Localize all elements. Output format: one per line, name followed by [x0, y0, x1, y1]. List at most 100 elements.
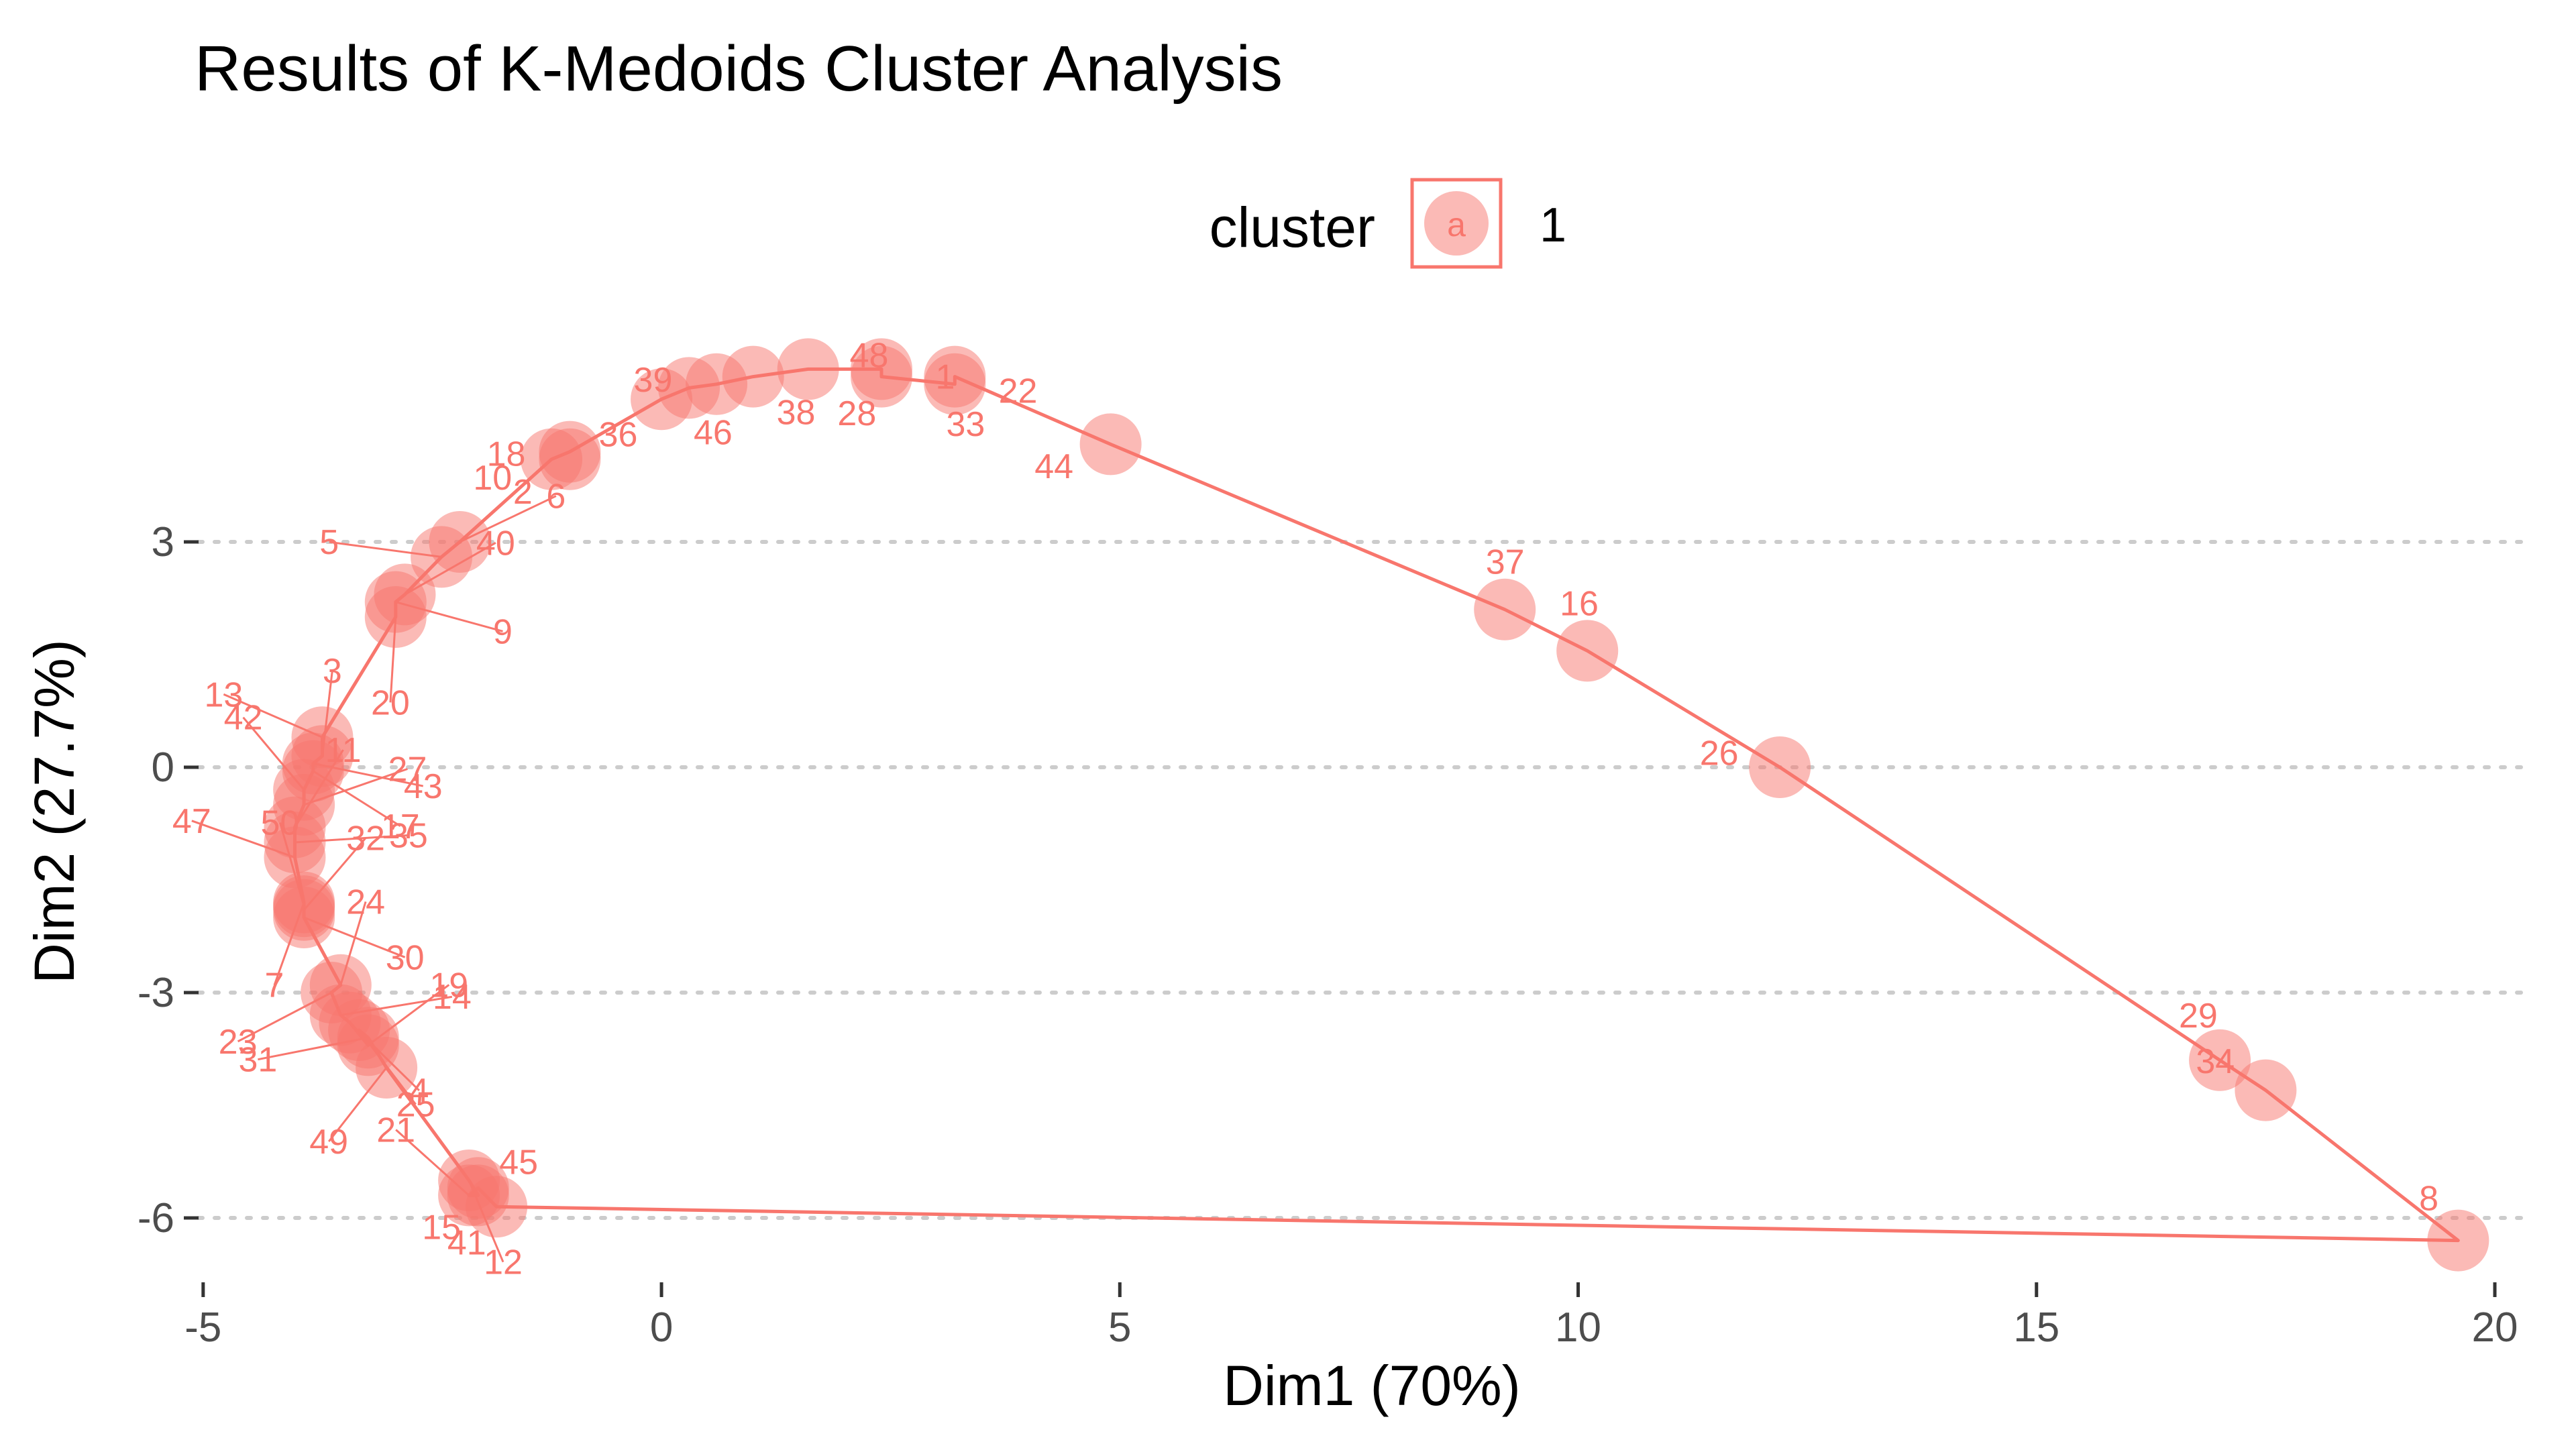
- point-label: 39: [634, 361, 673, 400]
- point-label: 28: [837, 394, 876, 433]
- x-tick-label: 20: [2472, 1304, 2518, 1351]
- point-label: 3: [323, 652, 342, 691]
- point-label: 40: [476, 524, 515, 563]
- label-leader-line: [395, 1129, 470, 1196]
- data-point: [466, 1176, 528, 1238]
- data-point: [1749, 736, 1811, 798]
- point-label: 19: [429, 966, 468, 1005]
- label-leader-line: [313, 770, 401, 828]
- label-leader-line: [258, 1036, 369, 1061]
- label-leader-line: [294, 749, 344, 828]
- x-tick-label: 0: [650, 1304, 673, 1351]
- label-leader-line: [367, 984, 450, 1046]
- label-leader-line: [223, 693, 323, 738]
- label-leader-line: [294, 834, 409, 844]
- point-label: 14: [433, 978, 472, 1017]
- point-label: 36: [599, 416, 638, 455]
- point-label: 4: [409, 1072, 429, 1111]
- point-label: 18: [487, 435, 526, 474]
- point-label: 2: [513, 473, 533, 512]
- legend-key-box: [1410, 178, 1503, 269]
- point-label: 35: [389, 816, 428, 855]
- label-leader-line: [313, 762, 424, 787]
- label-leader-line: [459, 495, 557, 543]
- x-tick-label: 5: [1108, 1304, 1131, 1351]
- x-tick-label: 10: [1555, 1304, 1601, 1351]
- label-leader-line: [242, 716, 305, 791]
- point-label: 10: [473, 459, 512, 498]
- label-leader-line: [303, 768, 408, 806]
- data-point: [1474, 578, 1536, 640]
- label-leader-line: [339, 901, 367, 986]
- label-leader-line: [329, 541, 442, 558]
- point-label: 23: [219, 1023, 258, 1062]
- point-label: 26: [1700, 734, 1739, 773]
- point-label: 5: [319, 523, 339, 562]
- point-label: 8: [2419, 1179, 2438, 1218]
- chart-title: Results of K-Medoids Cluster Analysis: [195, 33, 1283, 105]
- point-label: 31: [238, 1041, 277, 1080]
- point-label: 16: [1560, 585, 1599, 624]
- y-axis-title: Dim2 (27.7%): [23, 639, 86, 983]
- point-label: 1: [936, 358, 955, 397]
- x-tick-label: 15: [2013, 1304, 2059, 1351]
- point-label: 34: [2196, 1042, 2235, 1081]
- point-label: 20: [371, 683, 410, 722]
- point-label: 12: [484, 1243, 523, 1282]
- point-label: 46: [694, 413, 733, 452]
- point-labels: 1234567891011121314151617181920212223242…: [172, 336, 2438, 1282]
- data-point: [851, 338, 913, 400]
- point-label: 21: [376, 1111, 415, 1150]
- axes: -6 -3 0 3 -5 0 5 10 15 20: [138, 519, 2518, 1351]
- data-point: [2427, 1209, 2489, 1272]
- point-label: 9: [493, 612, 513, 651]
- point-label: 38: [777, 393, 816, 432]
- data-points: [264, 338, 2489, 1272]
- point-label: 44: [1034, 447, 1073, 486]
- label-leader-line: [404, 542, 496, 596]
- legend-title: cluster: [1210, 196, 1375, 259]
- point-label: 45: [499, 1143, 538, 1182]
- gridlines: [197, 540, 2524, 1220]
- data-point: [2235, 1059, 2297, 1121]
- legend-key-glyph: a: [1447, 206, 1466, 243]
- point-label: 48: [850, 336, 889, 375]
- data-point: [924, 345, 986, 408]
- point-label: 33: [947, 405, 985, 444]
- data-point: [539, 421, 601, 483]
- point-label: 29: [2179, 997, 2218, 1036]
- point-label: 49: [309, 1123, 348, 1162]
- point-label: 30: [386, 938, 425, 977]
- label-leader-line: [358, 1029, 417, 1105]
- point-label: 43: [404, 767, 443, 806]
- point-label: 37: [1486, 543, 1525, 582]
- point-label: 17: [381, 807, 420, 846]
- y-tick-label: -6: [138, 1195, 174, 1241]
- point-label: 22: [999, 372, 1038, 410]
- legend-key-dot: [1424, 191, 1489, 256]
- label-leader-line: [468, 1180, 504, 1263]
- point-label: 47: [172, 802, 211, 841]
- data-point: [2189, 1029, 2251, 1091]
- data-point: [658, 357, 720, 419]
- label-leader-line: [303, 916, 406, 958]
- data-point: [1556, 620, 1619, 682]
- label-leader-line: [395, 601, 503, 632]
- point-label: 25: [396, 1086, 435, 1125]
- legend-entry-label: 1: [1540, 199, 1566, 252]
- label-leader-line: [237, 991, 332, 1043]
- label-leader-line: [389, 616, 397, 703]
- y-tick-label: 0: [152, 744, 174, 791]
- point-label: 11: [325, 731, 362, 770]
- label-leader-line: [191, 820, 295, 858]
- point-label: 7: [265, 966, 284, 1005]
- x-axis-title: Dim1 (70%): [1223, 1354, 1520, 1417]
- label-leader-line: [278, 822, 305, 907]
- data-point: [777, 338, 839, 400]
- point-label: 41: [447, 1224, 486, 1263]
- y-tick-label: 3: [152, 519, 174, 565]
- point-label: 42: [224, 699, 263, 738]
